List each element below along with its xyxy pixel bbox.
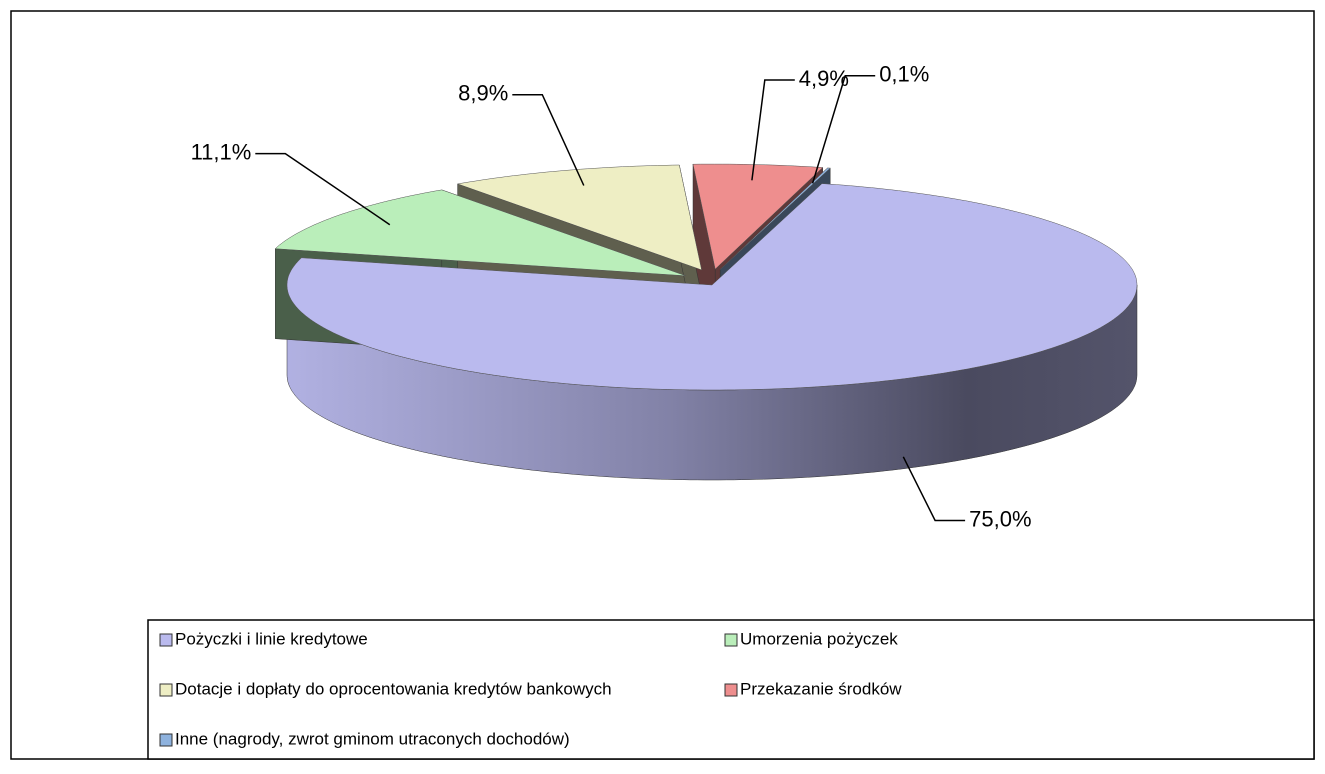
legend-swatch <box>724 633 738 647</box>
data-label: 8,9% <box>458 81 508 106</box>
data-label: 0,1% <box>879 62 929 87</box>
slice <box>720 167 831 270</box>
legend-label: Umorzenia pożyczek <box>740 629 898 648</box>
data-label: 4,9% <box>799 66 849 91</box>
legend-swatch <box>159 733 173 747</box>
slice <box>286 183 1138 391</box>
leader-line <box>255 152 391 226</box>
slice <box>274 189 686 277</box>
legend-swatch <box>159 683 173 697</box>
slice <box>456 164 702 271</box>
leader-line <box>902 456 966 522</box>
slice <box>692 163 824 270</box>
legend-label: Inne (nagrody, zwrot gminom utraconych d… <box>175 729 570 748</box>
legend-swatch <box>724 683 738 697</box>
data-label: 11,1% <box>191 139 252 164</box>
leader-line <box>512 93 585 186</box>
leader-line <box>811 75 876 184</box>
data-label: 75,0% <box>969 506 1031 531</box>
leader-line <box>751 79 795 181</box>
legend-label: Dotacje i dopłaty do oprocentowania kred… <box>175 679 612 698</box>
legend-label: Pożyczki i linie kredytowe <box>175 629 368 648</box>
legend-label: Przekazanie środków <box>740 679 902 698</box>
legend-swatch <box>159 633 173 647</box>
